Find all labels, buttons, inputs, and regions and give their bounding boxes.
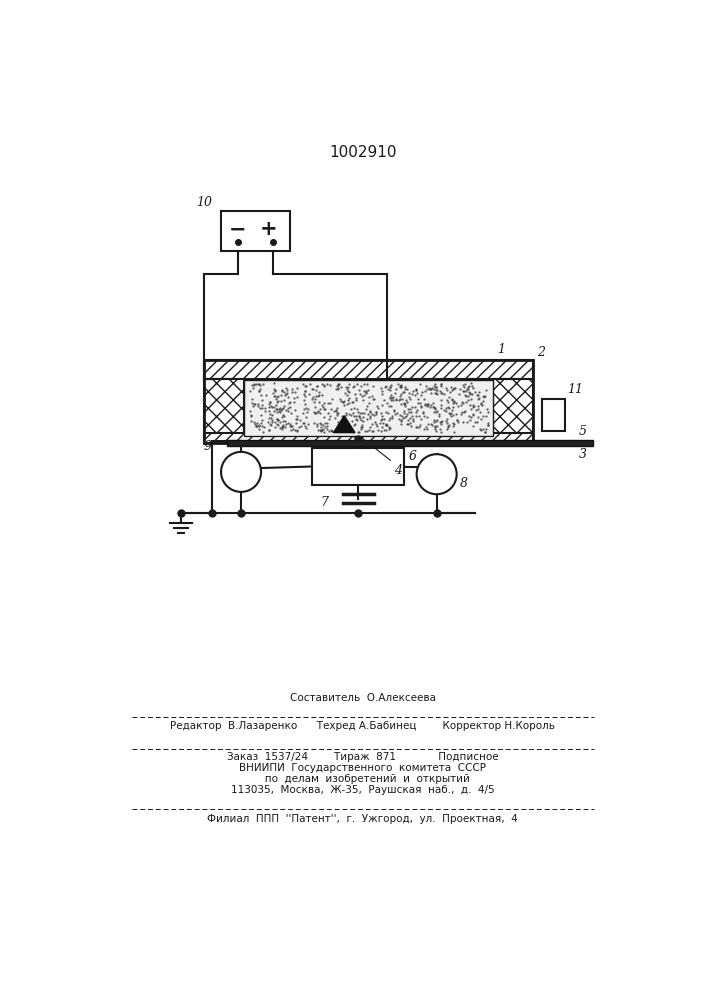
Bar	[312, 448, 404, 485]
Text: Редактор  В.Лазаренко      Техред А.Бабинец        Корректор Н.Король: Редактор В.Лазаренко Техред А.Бабинец Ко…	[170, 721, 555, 731]
Bar	[204, 360, 533, 443]
Polygon shape	[334, 416, 355, 433]
Text: 2: 2	[537, 346, 544, 359]
Text: Составитель  О.Алексеева: Составитель О.Алексеева	[290, 693, 436, 703]
Text: 1002910: 1002910	[329, 145, 397, 160]
Text: 9: 9	[204, 440, 212, 453]
Text: 5: 5	[579, 425, 587, 438]
Text: 8: 8	[460, 477, 468, 490]
Bar	[227, 440, 593, 446]
Text: 3: 3	[579, 448, 587, 461]
Text: 113035,  Москва,  Ж-35,  Раушская  наб.,  д.  4/5: 113035, Москва, Ж-35, Раушская наб., д. …	[231, 785, 494, 795]
Text: 6: 6	[408, 450, 416, 463]
Text: +: +	[260, 219, 278, 239]
Bar	[244, 380, 493, 436]
Text: −: −	[229, 219, 247, 239]
Circle shape	[221, 452, 261, 492]
Bar	[221, 211, 291, 251]
Text: 10: 10	[196, 196, 212, 209]
Text: по  делам  изобретений  и  открытий: по делам изобретений и открытий	[255, 774, 470, 784]
Circle shape	[416, 454, 457, 494]
Text: 11: 11	[567, 383, 583, 396]
Text: 1: 1	[497, 343, 505, 356]
Text: 4: 4	[395, 464, 402, 477]
Bar	[204, 360, 533, 379]
Text: 7: 7	[321, 496, 329, 509]
Bar	[204, 433, 533, 443]
Bar	[204, 379, 244, 437]
Bar	[542, 399, 565, 431]
Text: Заказ  1537/24        Тираж  871             Подписное: Заказ 1537/24 Тираж 871 Подписное	[227, 752, 498, 762]
Text: Филиал  ППП  ''Патент'',  г.  Ужгород,  ул.  Проектная,  4: Филиал ППП ''Патент'', г. Ужгород, ул. П…	[207, 814, 518, 824]
Bar	[493, 379, 533, 437]
Text: ВНИИПИ  Государственного  комитета  СССР: ВНИИПИ Государственного комитета СССР	[239, 763, 486, 773]
